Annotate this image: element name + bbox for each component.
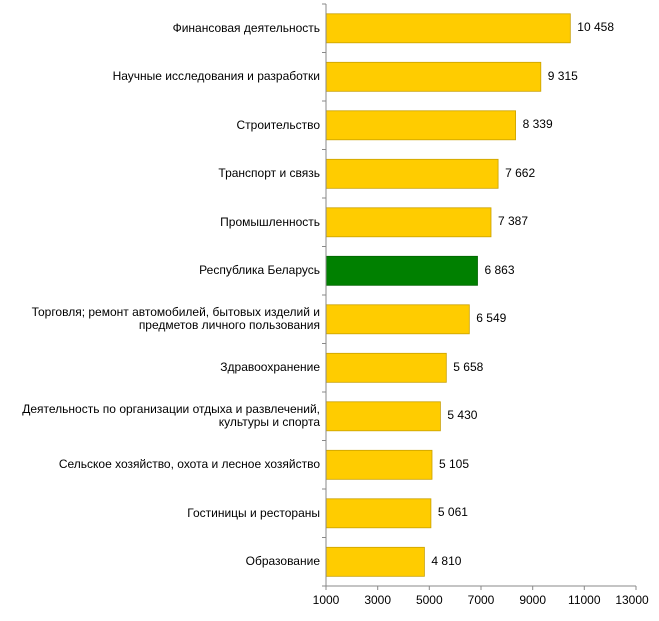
value-label: 7 387 (498, 214, 529, 229)
value-label: 5 061 (437, 505, 468, 520)
x-ticks-group (322, 3, 637, 590)
bar (325, 158, 499, 189)
category-label: Гостиницы и рестораны (187, 505, 320, 520)
bar-highlight (325, 255, 478, 286)
bar (325, 13, 571, 44)
bar (325, 498, 432, 529)
x-tick-label: 3000 (364, 593, 392, 607)
bar (325, 207, 492, 238)
value-label: 10 458 (577, 20, 614, 35)
bar (325, 449, 433, 480)
bar (325, 304, 470, 335)
value-label: 4 810 (431, 553, 462, 568)
x-tick-label: 1000 (312, 593, 340, 607)
x-tick-label: 9000 (519, 593, 547, 607)
bar (325, 352, 447, 383)
category-label: Финансовая деятельность (172, 20, 320, 35)
bar (325, 110, 517, 141)
x-tick-label: 7000 (467, 593, 495, 607)
bars-group (325, 13, 571, 577)
value-label: 5 658 (453, 359, 484, 374)
category-label: Здравоохранение (220, 360, 320, 375)
x-tick-label: 11000 (568, 593, 601, 607)
category-label: Транспорт и связь (218, 166, 320, 181)
value-label: 6 549 (476, 311, 507, 326)
value-label: 7 662 (505, 165, 536, 180)
category-label: Образование (245, 554, 320, 569)
category-label: Строительство (236, 117, 320, 132)
value-label: 5 430 (447, 408, 478, 423)
category-label: Научные исследования и разработки (112, 69, 320, 84)
category-label: Республика Беларусь (199, 263, 320, 278)
bar (325, 61, 542, 92)
x-tick-label: 13000 (615, 593, 649, 607)
x-tick-label: 5000 (415, 593, 443, 607)
category-label: Деятельность по организации отдыха и раз… (22, 402, 320, 430)
bar (325, 401, 441, 432)
value-label: 8 339 (522, 117, 553, 132)
bar (325, 546, 425, 577)
category-label: Сельское хозяйство, охота и лесное хозяй… (58, 457, 320, 472)
value-label: 9 315 (547, 68, 578, 83)
value-label: 6 863 (484, 262, 515, 277)
category-label: Торговля; ремонт автомобилей, бытовых из… (31, 305, 320, 333)
value-label: 5 105 (439, 456, 470, 471)
category-label: Промышленность (220, 214, 320, 229)
